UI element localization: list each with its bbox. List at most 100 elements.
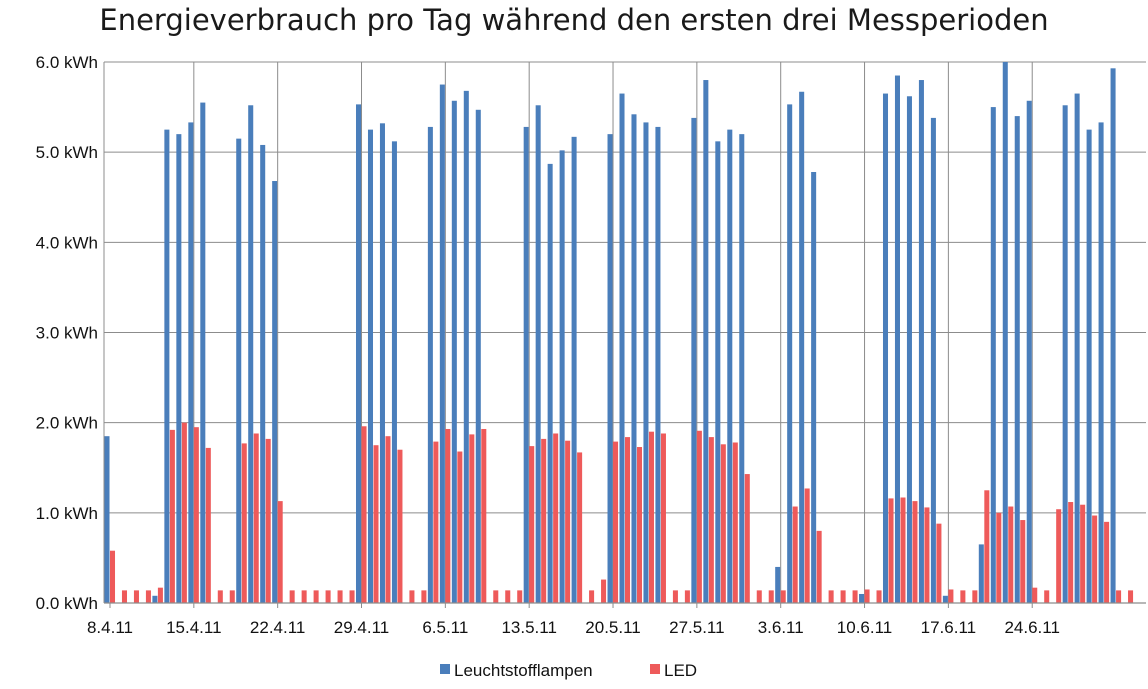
bar-leuchtstofflampen [715, 141, 721, 603]
bar-led [385, 436, 391, 603]
bar-led [888, 498, 894, 603]
bar-led [289, 590, 295, 603]
legend-swatch [440, 664, 450, 674]
bar-leuchtstofflampen [990, 107, 996, 603]
bar-led [924, 507, 930, 603]
bar-leuchtstofflampen [355, 104, 362, 604]
bar-led [840, 590, 846, 603]
bar-led [636, 447, 643, 603]
bar-leuchtstofflampen [703, 80, 709, 604]
bar-led [109, 550, 116, 603]
bar-leuchtstofflampen [164, 129, 170, 603]
bar-led [780, 590, 786, 603]
bar-leuchtstofflampen [1074, 93, 1080, 603]
bar-leuchtstofflampen [942, 595, 948, 603]
bar-leuchtstofflampen [535, 105, 541, 603]
bar-led [948, 589, 954, 603]
bar-led [421, 590, 427, 603]
bar-led [217, 590, 223, 603]
bar-leuchtstofflampen [559, 150, 565, 603]
bar-leuchtstofflampen [571, 136, 577, 604]
bar-leuchtstofflampen [1026, 100, 1032, 603]
bar-led [157, 587, 163, 603]
bar-leuchtstofflampen [894, 75, 900, 603]
bar-led [493, 590, 499, 603]
bar-led [325, 590, 331, 603]
bar-leuchtstofflampen [631, 114, 637, 604]
bar-led [972, 590, 978, 603]
legend-label: Leuchtstofflampen [454, 661, 593, 680]
bar-leuchtstofflampen [272, 181, 278, 603]
bar-leuchtstofflampen [176, 134, 182, 603]
x-tick-label: 27.5.11 [669, 618, 724, 637]
bar-leuchtstofflampen [451, 100, 457, 603]
bar-led [672, 590, 678, 603]
bar-led [912, 501, 918, 603]
bar-leuchtstofflampen [391, 141, 397, 603]
x-tick-label: 17.6.11 [921, 618, 976, 637]
bar-led [265, 438, 271, 603]
y-tick-label: 6.0 kWh [36, 53, 98, 72]
bar-led [996, 512, 1002, 603]
bar-leuchtstofflampen [104, 436, 110, 603]
bar-leuchtstofflampen [978, 544, 984, 603]
bar-leuchtstofflampen [200, 102, 206, 603]
bar-led [696, 430, 702, 603]
bar-leuchtstofflampen [727, 129, 733, 603]
bar-led [804, 488, 810, 603]
bar-leuchtstofflampen [811, 172, 817, 603]
bar-led [936, 523, 942, 603]
bar-led [505, 590, 511, 603]
bar-led [409, 590, 415, 603]
bar-led [133, 590, 139, 603]
bar-leuchtstofflampen [475, 109, 481, 603]
bar-led [349, 590, 355, 603]
bar-led [1068, 502, 1074, 603]
bar-led [529, 446, 535, 603]
bar-led [601, 579, 607, 603]
bar-leuchtstofflampen [463, 90, 469, 603]
x-tick-label: 3.6.11 [758, 618, 804, 637]
bar-led [565, 440, 571, 603]
bar-led [625, 437, 631, 603]
x-tick-label: 10.6.11 [837, 618, 892, 637]
bar-leuchtstofflampen [439, 84, 445, 603]
y-tick-label: 1.0 kWh [36, 504, 98, 523]
bar-leuchtstofflampen [1014, 116, 1020, 603]
bar-led [1020, 520, 1026, 603]
x-tick-label: 6.5.11 [422, 618, 468, 637]
bar-led [253, 433, 259, 603]
bar-led [876, 590, 882, 603]
bar-leuchtstofflampen [367, 129, 374, 603]
y-tick-label: 4.0 kWh [36, 233, 98, 252]
bar-leuchtstofflampen [260, 144, 266, 603]
bar-led [1044, 590, 1050, 603]
bar-led [684, 590, 690, 603]
bar-leuchtstofflampen [643, 122, 649, 603]
bar-leuchtstofflampen [859, 593, 865, 603]
bar-led [828, 590, 834, 603]
bar-led [1008, 506, 1014, 603]
y-tick-label: 5.0 kWh [36, 143, 98, 162]
bar-leuchtstofflampen [799, 91, 805, 603]
bar-led [768, 590, 774, 603]
bar-led [864, 589, 870, 603]
bar-leuchtstofflampen [1002, 62, 1008, 603]
bar-leuchtstofflampen [1098, 122, 1104, 603]
bar-led [397, 449, 403, 603]
chart-title: Energieverbrauch pro Tag während den ers… [99, 3, 1049, 37]
bar-led [756, 590, 762, 603]
bar-led [1128, 590, 1134, 603]
legend-swatch [650, 664, 660, 674]
bar-led [457, 451, 463, 603]
y-tick-label: 2.0 kWh [36, 414, 98, 433]
bar-led [193, 427, 199, 603]
x-tick-label: 29.4.11 [334, 618, 389, 637]
bar-leuchtstofflampen [547, 163, 553, 603]
bar-led [1080, 504, 1086, 603]
bar-leuchtstofflampen [248, 105, 254, 603]
bar-led [553, 433, 559, 603]
bar-leuchtstofflampen [787, 104, 793, 604]
bar-led [373, 445, 379, 603]
